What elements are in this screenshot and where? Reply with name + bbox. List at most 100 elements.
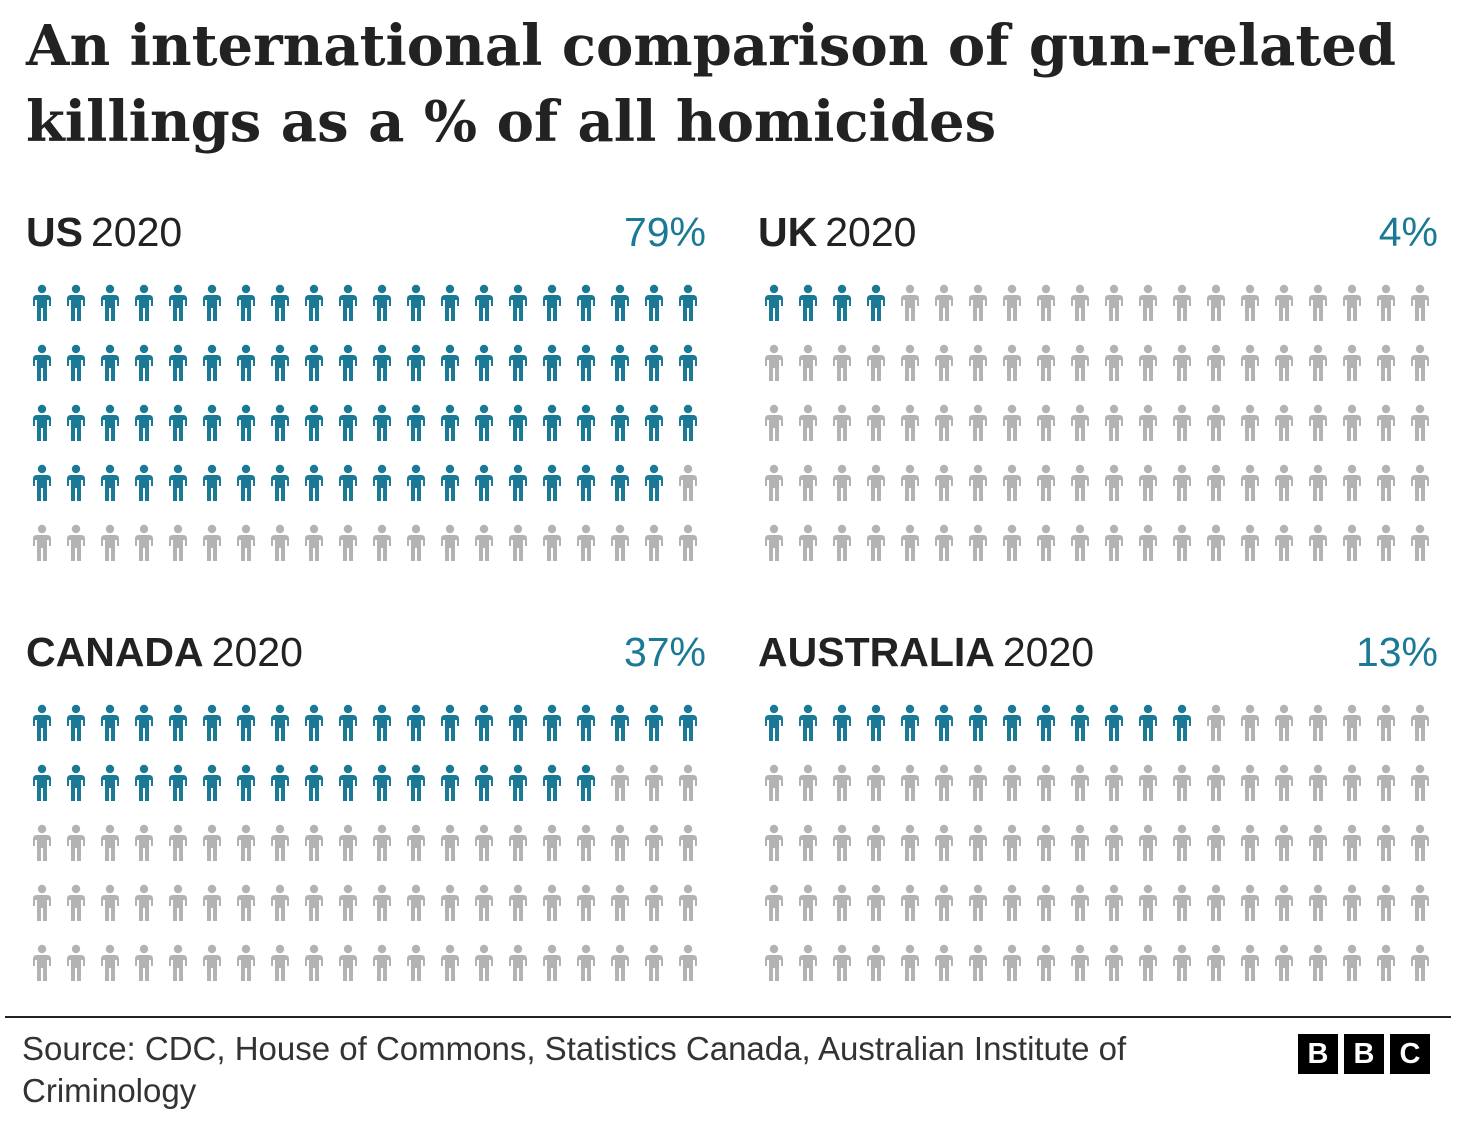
person-icon-other-homicide [373,524,391,561]
person-icon-other-homicide [203,884,221,921]
person-icon-gun-killing [33,764,51,801]
person-icon-other-homicide [1377,944,1395,981]
pictogram-grid-us [33,284,697,561]
person-icon-other-homicide [1343,284,1361,321]
person-icon-gun-killing [101,344,119,381]
person-icon-other-homicide [1275,404,1293,441]
person-icon-other-homicide [305,824,323,861]
person-icon-other-homicide [969,404,987,441]
person-icon-gun-killing [441,764,459,801]
person-icon-other-homicide [1173,524,1191,561]
person-icon-other-homicide [373,824,391,861]
person-icon-other-homicide [1343,404,1361,441]
person-icon-other-homicide [1309,524,1327,561]
person-icon-other-homicide [1139,884,1157,921]
person-icon-other-homicide [1207,284,1225,321]
person-icon-gun-killing [135,284,153,321]
person-icon-gun-killing [373,764,391,801]
person-icon-other-homicide [1071,344,1089,381]
person-icon-other-homicide [611,944,629,981]
person-icon-other-homicide [765,764,783,801]
person-icon-gun-killing [169,284,187,321]
country-label: UK [758,209,818,255]
person-icon-other-homicide [1377,524,1395,561]
person-icon-other-homicide [1343,704,1361,741]
person-icon-gun-killing [339,284,357,321]
person-icon-other-homicide [237,824,255,861]
person-icon-other-homicide [867,824,885,861]
panel-header: UK 2020 4% [758,207,1438,257]
person-icon-gun-killing [203,404,221,441]
person-icon-other-homicide [1343,764,1361,801]
person-icon-other-homicide [765,404,783,441]
person-icon-other-homicide [901,884,919,921]
person-icon-other-homicide [1275,704,1293,741]
person-icon-gun-killing [679,404,697,441]
person-icon-other-homicide [1343,944,1361,981]
person-icon-gun-killing [679,704,697,741]
person-icon-gun-killing [237,404,255,441]
person-icon-gun-killing [611,404,629,441]
person-icon-other-homicide [1241,944,1259,981]
person-icon-other-homicide [969,944,987,981]
person-icon-other-homicide [33,824,51,861]
person-icon-other-homicide [1037,944,1055,981]
person-icon-other-homicide [867,344,885,381]
person-icon-gun-killing [611,464,629,501]
person-icon-gun-killing [1139,704,1157,741]
person-icon-other-homicide [901,284,919,321]
person-icon-other-homicide [339,824,357,861]
person-icon-other-homicide [543,524,561,561]
person-icon-gun-killing [33,284,51,321]
person-icon-gun-killing [577,704,595,741]
person-icon-other-homicide [867,464,885,501]
person-icon-other-homicide [1309,404,1327,441]
person-icon-other-homicide [441,884,459,921]
person-icon-other-homicide [1411,464,1429,501]
person-icon-other-homicide [1105,824,1123,861]
person-icon-other-homicide [1139,464,1157,501]
person-icon-gun-killing [33,344,51,381]
person-icon-gun-killing [67,764,85,801]
person-icon-other-homicide [1003,884,1021,921]
panel-australia: AUSTRALIA 2020 13% [758,627,1438,987]
person-icon-other-homicide [1071,404,1089,441]
person-icon-gun-killing [969,704,987,741]
person-icon-other-homicide [577,944,595,981]
person-icon-other-homicide [271,944,289,981]
person-icon-gun-killing [271,764,289,801]
person-icon-other-homicide [509,884,527,921]
person-icon-gun-killing [475,284,493,321]
person-icon-other-homicide [1207,524,1225,561]
person-icon-other-homicide [1377,764,1395,801]
person-icon-gun-killing [1003,704,1021,741]
person-icon-other-homicide [1105,884,1123,921]
person-icon-other-homicide [1071,824,1089,861]
person-icon-gun-killing [203,344,221,381]
person-icon-other-homicide [1173,824,1191,861]
person-icon-gun-killing [67,464,85,501]
person-icon-gun-killing [33,704,51,741]
person-icon-gun-killing [509,704,527,741]
chart-title: An international comparison of gun-relat… [26,13,1397,155]
person-icon-other-homicide [203,944,221,981]
country-label: AUSTRALIA [758,629,995,675]
person-icon-gun-killing [339,464,357,501]
person-icon-gun-killing [543,764,561,801]
person-icon-other-homicide [543,884,561,921]
person-icon-other-homicide [833,404,851,441]
person-icon-gun-killing [577,344,595,381]
person-icon-other-homicide [169,824,187,861]
year-label: 2020 [825,209,917,255]
person-icon-gun-killing [101,404,119,441]
person-icon-other-homicide [901,344,919,381]
person-icon-other-homicide [867,764,885,801]
person-icon-other-homicide [135,944,153,981]
person-icon-other-homicide [765,344,783,381]
person-icon-gun-killing [1105,704,1123,741]
person-icon-gun-killing [271,404,289,441]
person-icon-other-homicide [1309,824,1327,861]
person-icon-other-homicide [1037,524,1055,561]
person-icon-other-homicide [901,464,919,501]
person-icon-other-homicide [169,944,187,981]
